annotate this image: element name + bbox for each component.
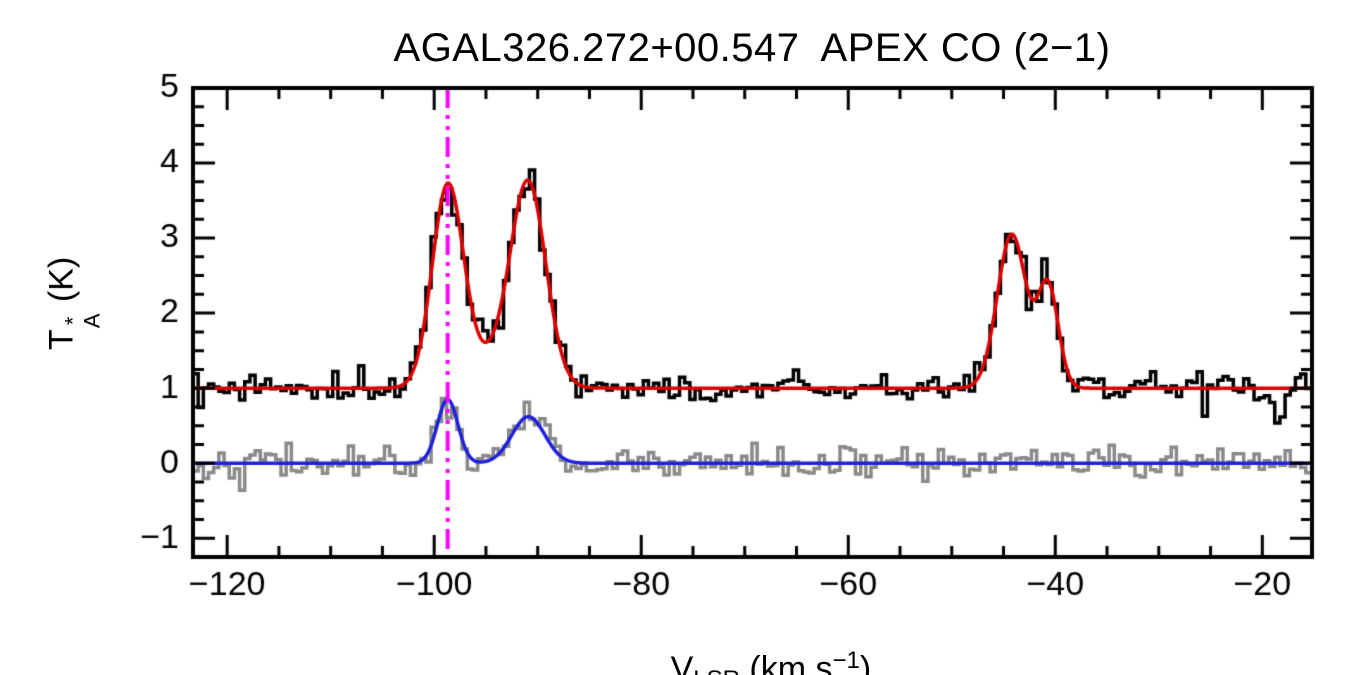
x-axis-label-mid: (km s — [739, 650, 833, 675]
y-axis-label-subscript: A — [79, 313, 105, 329]
x-axis-label-suffix: ) — [859, 650, 872, 675]
y-axis-label-letter: T — [42, 329, 81, 351]
y-axis-label-suffix: (K) — [42, 256, 81, 312]
x-axis-label-superscript: −1 — [832, 647, 860, 674]
x-axis-label-letter: V — [670, 650, 694, 675]
x-axis-label: VLSR (km s−1) — [633, 608, 872, 675]
chart-title: AGAL326.272+00.547 APEX CO (2−1) — [393, 26, 1111, 70]
x-axis-label-subscript: LSR — [693, 666, 740, 675]
y-axis-label: T * A (K) — [4, 257, 141, 387]
y-axis-label-scripts: * A — [61, 313, 105, 329]
